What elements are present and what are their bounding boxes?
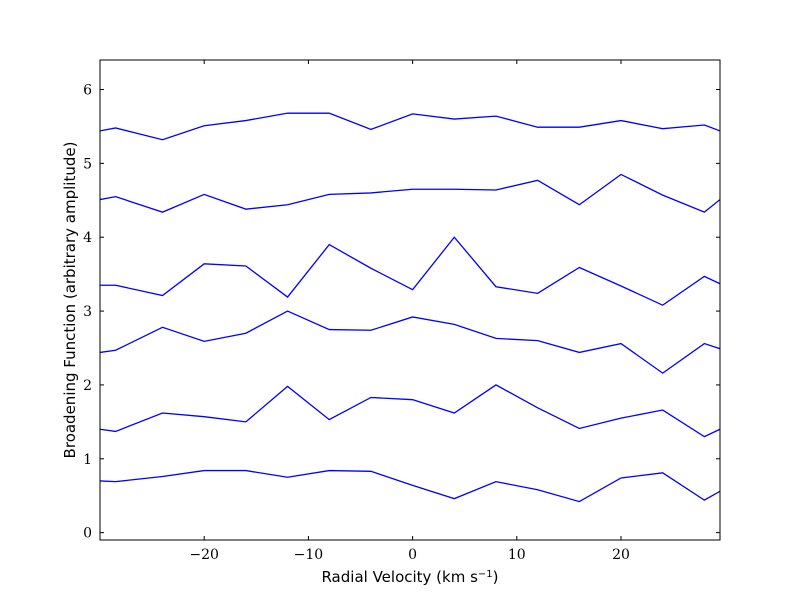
y-tick-label: 3 (83, 304, 92, 320)
x-tick-label: −10 (294, 547, 324, 563)
y-axis-label: Broadening Function (arbitrary amplitude… (61, 142, 79, 459)
x-axis-label-main: Radial Velocity (km s (321, 568, 478, 586)
series-line-4 (100, 236, 720, 306)
series-line-5 (100, 173, 720, 213)
x-axis-label-close: ) (493, 568, 499, 586)
y-tick-label: 6 (83, 83, 92, 99)
series-line-1 (100, 469, 720, 503)
y-tick-label: 1 (83, 452, 92, 468)
ticks-layer: −20 −10 0 10 20 0 1 2 3 4 5 6 (83, 60, 720, 563)
plot-frame (99, 59, 721, 541)
x-tick-label: 20 (612, 547, 630, 563)
series-line-6 (100, 112, 720, 141)
series-line-2 (100, 384, 720, 438)
x-tick-label: −20 (189, 547, 219, 563)
y-tick-label: 4 (83, 230, 92, 246)
y-tick-label: 5 (83, 156, 92, 172)
x-axis-label: Radial Velocity (km s−1) (321, 568, 498, 586)
series-line-3 (100, 310, 720, 374)
y-tick-label: 0 (83, 526, 92, 542)
series-lines-layer (100, 112, 720, 503)
x-tick-label: 10 (508, 547, 526, 563)
y-tick-label: 2 (83, 378, 92, 394)
x-tick-label: 0 (408, 547, 417, 563)
x-axis-label-exponent: −1 (478, 569, 493, 580)
